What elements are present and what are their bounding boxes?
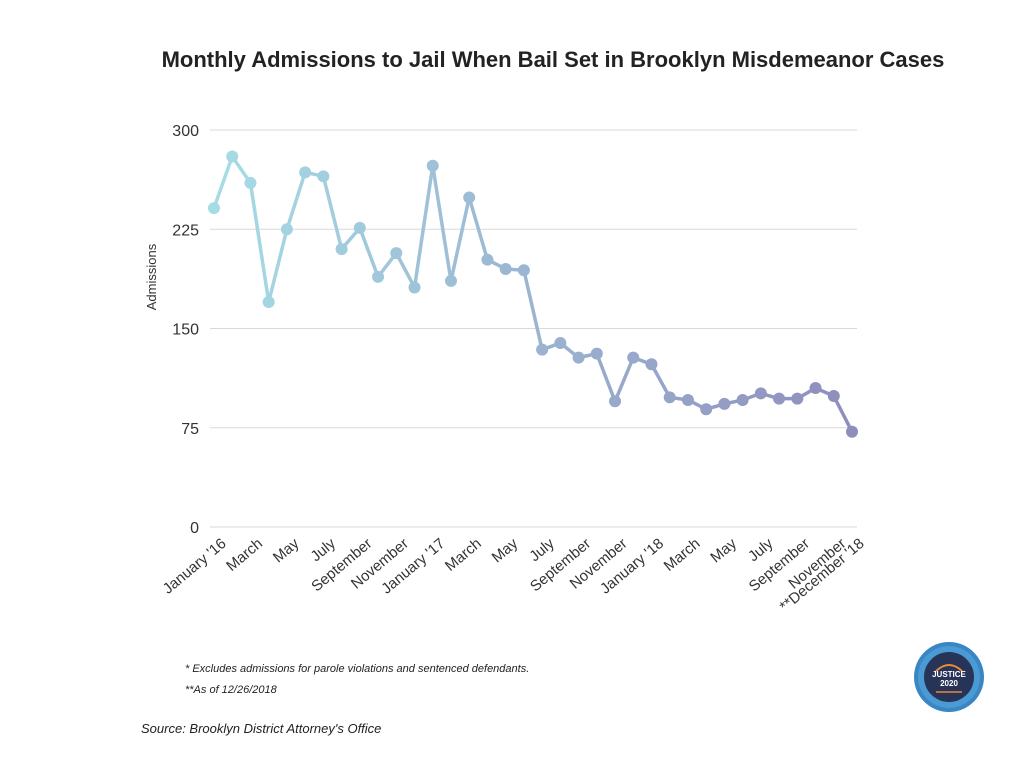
series-line-segment [595,351,617,404]
series-line-segment [412,163,435,290]
footnote-exclusions: * Excludes admissions for parole violati… [185,663,530,675]
data-point [809,382,822,395]
data-point [609,395,622,408]
x-tick-label: May [707,535,740,567]
data-point [226,150,239,163]
justice-2020-seal-icon: JUSTICE 2020 [914,642,984,712]
data-point [590,347,603,360]
data-point [299,166,312,179]
data-point [426,159,439,172]
series-line-segment [321,174,344,251]
series-line-segment [649,362,672,400]
data-point [773,392,786,405]
data-point [572,351,585,364]
x-tick-label: May [489,535,522,567]
data-point [317,170,330,183]
data-point [517,264,530,277]
data-point [791,392,804,405]
data-point [408,281,421,294]
data-point [244,176,257,189]
data-point [645,358,658,371]
svg-text:2020: 2020 [940,679,958,688]
data-point [827,389,840,402]
data-point [736,393,749,406]
y-tick-label: 0 [190,520,199,537]
series-line-segment [212,154,234,210]
series-line-segment [449,195,471,283]
series-line-segment [522,268,544,352]
chart-title: Monthly Admissions to Jail When Bail Set… [161,47,945,72]
data-point [718,397,731,410]
gridlines [210,129,857,528]
data-point [280,223,293,236]
data-point [499,262,512,275]
x-tick-label: March [442,535,485,575]
series-line-segment [832,394,854,434]
y-axis-label: Admissions [144,243,159,310]
series-line-segment [248,181,271,304]
data-point [463,191,476,204]
data-points [208,150,858,438]
y-tick-label: 150 [172,322,199,339]
data-point [262,296,275,309]
data-point [846,425,858,438]
x-tick-label: March [661,535,704,575]
data-point [353,221,366,234]
x-tick-label: March [223,535,266,575]
x-tick-label: January '16 [160,535,230,598]
footnote-as-of: **As of 12/26/2018 [185,684,277,696]
x-tick-label: May [270,535,303,567]
y-tick-label: 225 [172,222,199,239]
source-text: Source: Brooklyn District Attorney's Off… [141,721,382,736]
series-line-segment [467,195,490,262]
data-point [335,243,348,256]
data-point [481,253,494,266]
y-tick-labels: 0 75 150 225 300 [172,123,199,537]
series-line-segment [613,355,636,404]
data-point [536,343,549,356]
data-point [663,391,676,404]
data-point [554,337,567,350]
data-point [372,270,385,283]
data-point [754,387,767,400]
y-tick-label: 300 [172,123,199,140]
data-point [444,274,457,287]
data-point [681,393,694,406]
series-line-segment [358,226,380,279]
data-point [627,351,640,364]
series-line-segment [430,163,453,283]
series-line-segment [394,251,417,290]
data-point [390,247,403,260]
series-line-segment [266,227,289,304]
svg-text:JUSTICE: JUSTICE [932,670,966,679]
y-tick-label: 75 [181,421,199,438]
data-point [700,403,713,416]
data-point [208,202,220,215]
series-line-segment [285,170,307,231]
